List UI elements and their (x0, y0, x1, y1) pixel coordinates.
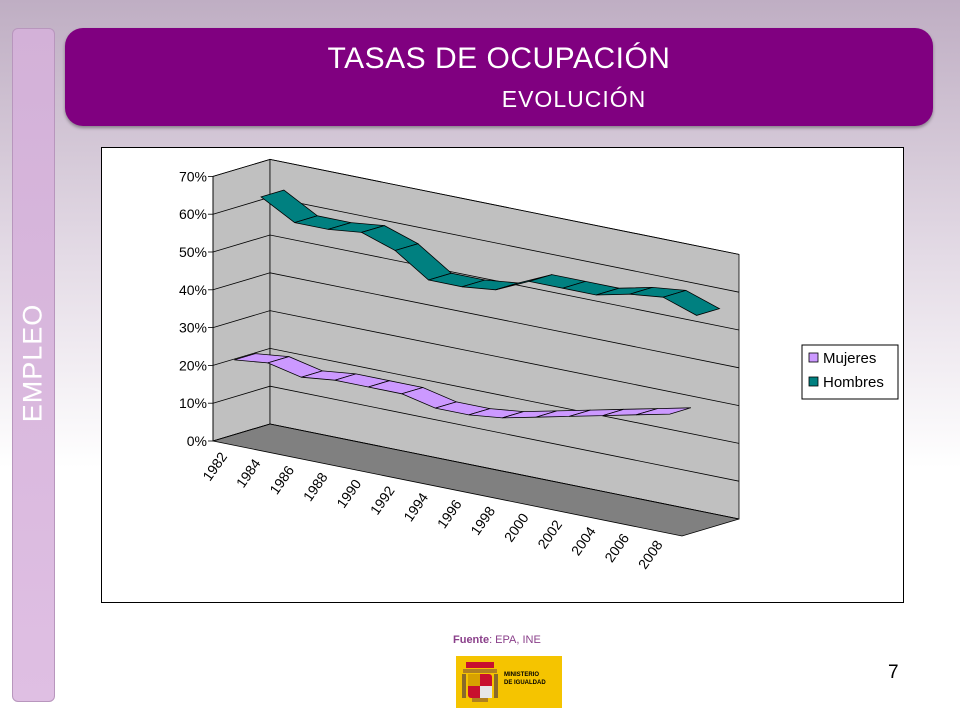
x-tick-label: 2000 (501, 510, 532, 545)
ribbon-segment-mujeres (636, 407, 692, 416)
legend-box (801, 344, 899, 400)
coat-of-arms-icon (462, 662, 498, 702)
y-tick-label: 50% (179, 244, 207, 260)
x-tick-label: 1986 (266, 462, 297, 497)
x-tick-label: 2004 (568, 523, 599, 558)
page-title: TASAS DE OCUPACIÓN (327, 42, 671, 75)
x-tick-label: 1988 (300, 469, 331, 504)
x-tick-label: 1990 (333, 476, 364, 511)
legend-swatch (808, 352, 819, 363)
legend-swatch (808, 376, 819, 387)
source-text: : EPA, INE (489, 634, 541, 646)
y-tick-label: 10% (179, 395, 207, 411)
side-wall (212, 158, 271, 442)
source-note: Fuente: EPA, INE (453, 634, 541, 646)
gridline (212, 310, 740, 406)
y-tick-label: 0% (187, 433, 207, 449)
x-tick-label: 2006 (601, 530, 632, 565)
x-tick-label: 2008 (635, 537, 666, 572)
gridline (212, 234, 740, 331)
gridline (212, 385, 740, 482)
gridline (212, 272, 740, 369)
gridline (212, 423, 740, 520)
x-tick-label: 1994 (400, 490, 431, 525)
ministry-logo: MINISTERIO DE IGUALDAD (456, 656, 562, 708)
x-tick-label: 1984 (233, 456, 264, 491)
legend-label: Hombres (823, 374, 884, 391)
header-banner: TASAS DE OCUPACIÓN EVOLUCIÓN (65, 28, 933, 126)
x-tick-label: 2002 (534, 517, 565, 552)
y-tick-label: 40% (179, 282, 207, 298)
x-tick-label: 1992 (367, 483, 398, 518)
section-label: EMPLEO (17, 303, 48, 423)
chart-container: 0% 10% 20% 30% 40% 50% 60% 70% 1982 1984 1986 1988 1… (101, 147, 904, 603)
employment-rate-chart: 0%10%20%30%40%50%60%70%1982 1984 1986 1988 1… (179, 158, 899, 572)
side-tab (12, 28, 55, 702)
legend-label: Mujeres (823, 350, 876, 367)
page-number: 7 (888, 662, 899, 683)
x-tick-label: 1982 (199, 449, 230, 484)
ribbon-segment-hombres (662, 289, 721, 316)
y-tick-label: 60% (179, 206, 207, 222)
logo-text: MINISTERIO DE IGUALDAD (504, 672, 546, 686)
source-label: Fuente (453, 634, 490, 646)
y-tick-label: 20% (179, 357, 207, 373)
y-tick-label: 30% (179, 320, 207, 336)
page-subtitle: EVOLUCIÓN (501, 86, 647, 112)
y-tick-label: 70% (179, 168, 207, 184)
gridline (212, 158, 740, 255)
x-tick-label: 1996 (434, 496, 465, 531)
x-tick-label: 1998 (467, 503, 498, 538)
